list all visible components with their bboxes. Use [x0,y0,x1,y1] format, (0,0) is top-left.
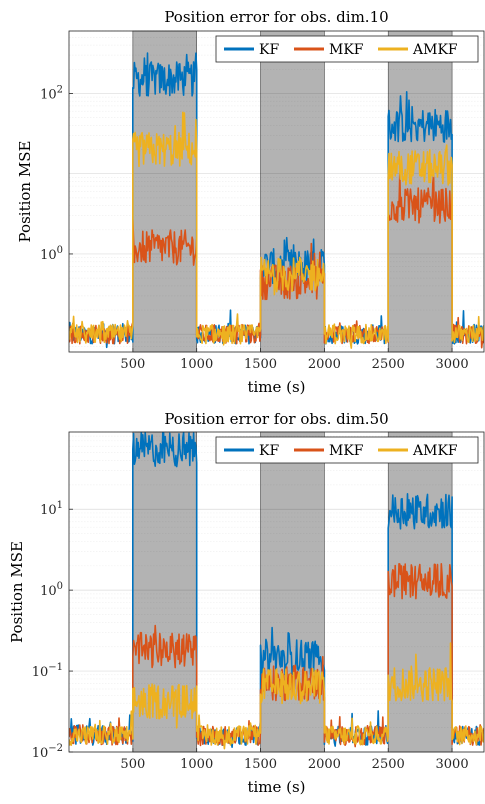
plot-frame [68,431,485,753]
x-tick-label: 2500 [372,757,405,772]
x-tick-label: 500 [120,757,145,772]
chart-bottom: 500 1000 1500 2000 2500 3000 10−2 10−1 100 101 Po… [8,410,485,796]
plot-frame [68,30,485,353]
x-tick-label: 1000 [180,757,213,772]
series-line-amkf [69,642,484,750]
legend-label: MKF [329,42,364,58]
shaded-interval [387,431,453,753]
x-tick-label: 1000 [180,357,213,372]
legend-label: MKF [329,443,364,459]
legend-label: AMKF [412,42,458,58]
legend-label: KF [259,443,279,459]
legend-label: AMKF [412,443,458,459]
legend: KF MKF AMKF [215,436,479,464]
series-line-amkf [69,111,484,349]
x-tick-label: 3000 [436,357,469,372]
x-tick-label: 3000 [436,757,469,772]
y-tick-label: 102 [40,84,63,102]
x-tick-label: 2000 [308,757,341,772]
x-tick-label: 2500 [372,357,405,372]
y-axis-label: Position MSE [8,541,26,643]
x-axis-label: time (s) [247,778,305,796]
legend-box [215,436,479,464]
x-tick-label: 1500 [244,357,277,372]
x-tick-label: 2000 [308,357,341,372]
x-tick-label: 500 [120,357,145,372]
chart-title: Position error for obs. dim.10 [164,8,388,26]
y-tick-label: 100 [40,245,63,263]
legend: KF MKF AMKF [215,35,479,63]
legend-box [215,35,479,63]
legend-label: KF [259,42,279,58]
y-tick-label: 100 [40,581,63,599]
x-axis-label: time (s) [247,378,305,396]
y-tick-label: 101 [40,500,63,518]
y-tick-label: 10−1 [32,662,63,680]
chart-top: 500 1000 1500 2000 2500 3000 100 102 Position e… [16,8,485,396]
shaded-interval [260,431,325,753]
x-tick-label: 1500 [244,757,277,772]
y-axis-label: Position MSE [16,141,34,243]
series-line-kf [69,432,484,749]
y-tick-label: 10−2 [32,743,63,761]
chart-title: Position error for obs. dim.50 [164,410,388,428]
